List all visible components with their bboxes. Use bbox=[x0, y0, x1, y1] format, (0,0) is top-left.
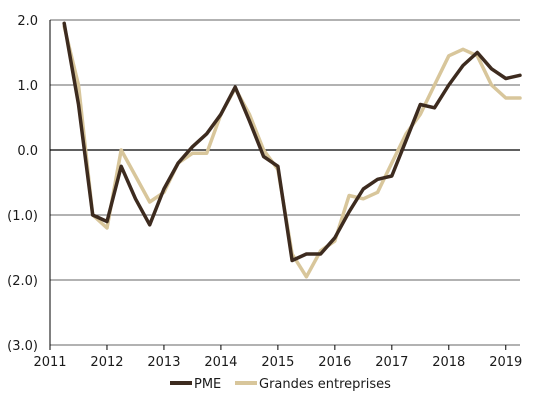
x-tick-label: 2013 bbox=[147, 355, 180, 370]
legend-label-pme: PME bbox=[194, 377, 221, 392]
legend-label-grandes-entreprises: Grandes entreprises bbox=[259, 377, 391, 392]
x-tick-label: 2012 bbox=[90, 355, 123, 370]
y-tick-label: 0.0 bbox=[17, 144, 38, 159]
series-line-pme bbox=[62, 21, 522, 263]
y-tick-label: 2.0 bbox=[17, 14, 38, 29]
x-tick-label: 2014 bbox=[204, 355, 237, 370]
series-lines bbox=[62, 21, 522, 279]
x-tick-label: 2016 bbox=[318, 355, 351, 370]
x-tick-label: 2019 bbox=[489, 355, 522, 370]
x-tick-label: 2017 bbox=[375, 355, 408, 370]
grid-lines bbox=[50, 19, 520, 346]
y-tick-label: (2.0) bbox=[7, 274, 38, 289]
x-tick-label: 2011 bbox=[33, 355, 66, 370]
y-tick-label: 1.0 bbox=[17, 79, 38, 94]
x-tick-label: 2018 bbox=[432, 355, 465, 370]
x-tick-labels: 2011 2012 2013 2014 2015 2016 2017 2018 2019 bbox=[33, 355, 522, 370]
y-tick-label: (1.0) bbox=[7, 209, 38, 224]
y-tick-labels: 2.0 1.0 0.0 (1.0) (2.0) (3.0) bbox=[7, 14, 38, 354]
series-line-grandes-entreprises bbox=[62, 24, 522, 279]
legend: PME Grandes entreprises bbox=[170, 377, 391, 392]
axes bbox=[49, 20, 507, 350]
x-tick-label: 2015 bbox=[261, 355, 294, 370]
y-tick-label: (3.0) bbox=[7, 339, 38, 354]
